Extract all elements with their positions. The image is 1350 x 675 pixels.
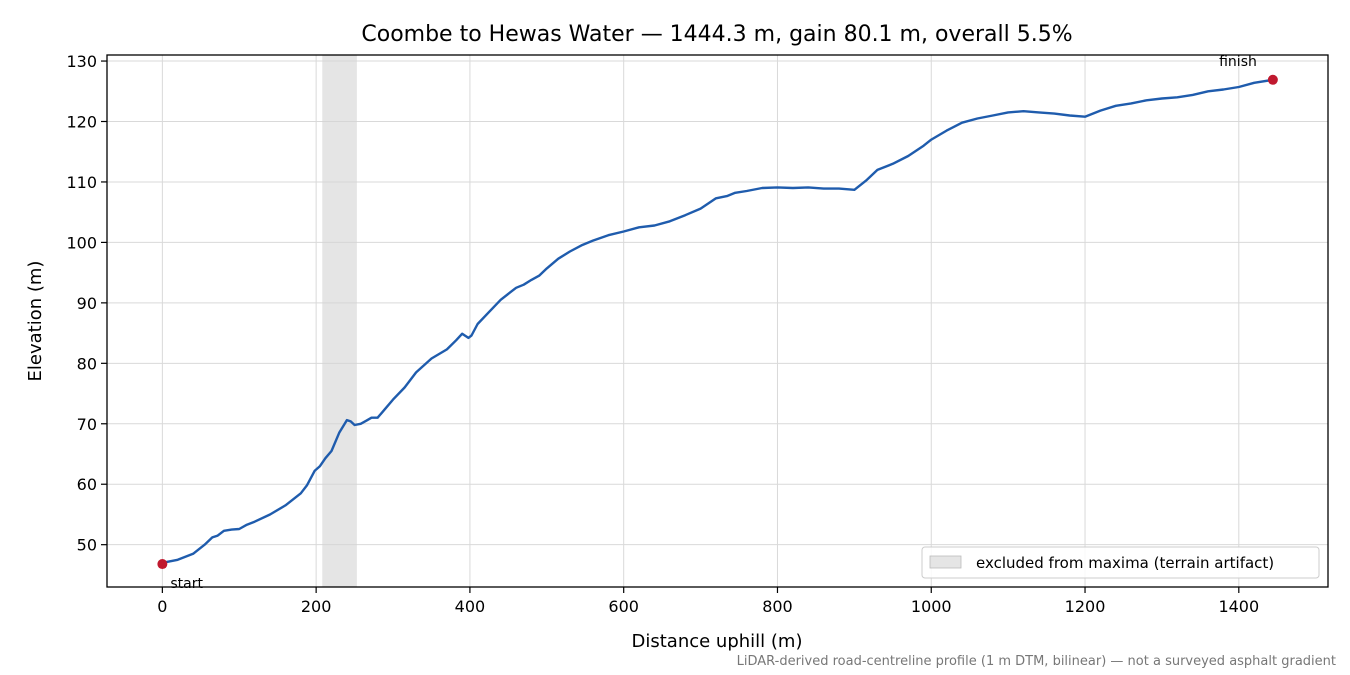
legend-swatch-excluded [929,555,962,569]
finish-marker [1267,74,1278,85]
excluded-band-layer [322,55,357,587]
legend: excluded from maxima (terrain artifact) [921,546,1320,579]
elevation-line [161,78,1275,564]
finish-annotation: finish [1219,54,1257,70]
grid-layer [107,55,1328,587]
x-tick-label: 1200 [1065,597,1106,616]
y-tick-label: 90 [77,294,97,313]
excluded-range-band [322,55,357,587]
x-axis-label: Distance uphill (m) [632,631,803,652]
footnote: LiDAR-derived road-centreline profile (1… [737,654,1336,669]
x-axis: 0 200 400 600 800 1000 1200 1400 [157,587,1259,616]
x-tick-label: 0 [157,597,167,616]
series-layer [161,78,1275,564]
x-tick-label: 1000 [911,597,952,616]
x-tick-label: 800 [762,597,793,616]
y-axis-label: Elevation (m) [25,261,46,382]
start-annotation: start [170,576,203,592]
chart-title: Coombe to Hewas Water — 1444.3 m, gain 8… [361,22,1072,47]
y-tick-label: 100 [66,233,97,252]
start-marker [157,559,168,570]
y-tick-label: 120 [66,113,97,132]
y-tick-label: 70 [77,415,97,434]
y-tick-label: 130 [66,52,97,71]
legend-entry-excluded: excluded from maxima (terrain artifact) [976,554,1274,572]
y-tick-label: 60 [77,475,97,494]
y-tick-label: 110 [66,173,97,192]
marker-layer [157,74,1278,570]
x-tick-label: 200 [301,597,332,616]
y-tick-label: 80 [77,354,97,373]
x-tick-label: 1400 [1218,597,1259,616]
plot-frame [106,54,1329,588]
y-tick-label: 50 [77,536,97,555]
y-axis: 50 60 70 80 90 100 110 120 130 [66,52,107,555]
legend-box [921,546,1320,579]
x-tick-label: 400 [455,597,486,616]
x-tick-label: 600 [608,597,639,616]
